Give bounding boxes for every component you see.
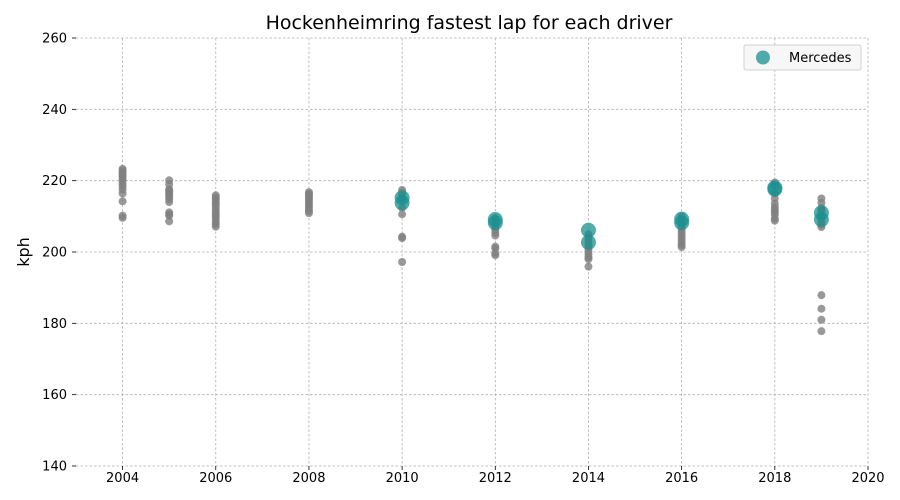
legend: Mercedes (743, 44, 862, 71)
data-point-other (491, 231, 500, 240)
data-point-other (165, 217, 174, 226)
grid (76, 37, 869, 467)
chart-title: Hockenheimring fastest lap for each driv… (266, 12, 673, 34)
y-tick-label: 240 (42, 103, 67, 118)
data-point-mercedes (813, 212, 829, 228)
data-point-other (677, 243, 686, 252)
data-point-other (584, 262, 593, 271)
data-point-other (817, 291, 826, 300)
data-point-other (211, 222, 220, 231)
x-tick-label: 2006 (199, 471, 232, 486)
legend-marker-mercedes (756, 50, 770, 65)
y-axis-ticks: 140 160 180 200 220 240 260 (42, 32, 76, 475)
legend-label-mercedes: Mercedes (789, 51, 852, 66)
data-point-mercedes (580, 222, 596, 238)
x-tick-label: 2004 (106, 471, 139, 486)
data-point-mercedes (580, 234, 596, 250)
data-point-mercedes (487, 215, 503, 231)
y-axis-label: kph (14, 237, 33, 267)
data-point-other (491, 251, 500, 260)
data-points (118, 164, 829, 336)
y-tick-label: 140 (42, 460, 67, 475)
x-tick-label: 2012 (479, 471, 512, 486)
data-point-other (584, 255, 593, 264)
y-tick-label: 180 (42, 317, 67, 332)
data-point-other (398, 257, 407, 266)
data-point-mercedes (394, 195, 410, 211)
data-point-other (817, 327, 826, 336)
data-point-other (770, 216, 779, 225)
x-tick-label: 2014 (572, 471, 605, 486)
x-tick-label: 2016 (665, 471, 698, 486)
x-tick-label: 2010 (386, 471, 419, 486)
data-point-other (165, 211, 174, 220)
x-axis-ticks: 2004 2006 2008 2010 2012 2014 2016 2018 2020 (106, 466, 885, 486)
data-point-mercedes (674, 215, 690, 231)
x-tick-label: 2008 (292, 471, 325, 486)
data-point-other (118, 189, 127, 198)
data-point-other (817, 304, 826, 313)
data-point-other (165, 198, 174, 207)
y-tick-label: 160 (42, 388, 67, 403)
data-point-mercedes (767, 181, 783, 197)
y-tick-label: 260 (42, 32, 67, 47)
legend-frame (743, 44, 862, 71)
data-point-other (817, 315, 826, 324)
data-point-other (398, 234, 407, 243)
data-point-other (304, 209, 313, 218)
data-point-other (118, 197, 127, 206)
data-point-other (118, 213, 127, 222)
data-point-other (398, 210, 407, 219)
x-tick-label: 2020 (851, 471, 884, 486)
x-tick-label: 2018 (758, 471, 791, 486)
y-tick-label: 220 (42, 174, 67, 189)
y-tick-label: 200 (42, 246, 67, 261)
